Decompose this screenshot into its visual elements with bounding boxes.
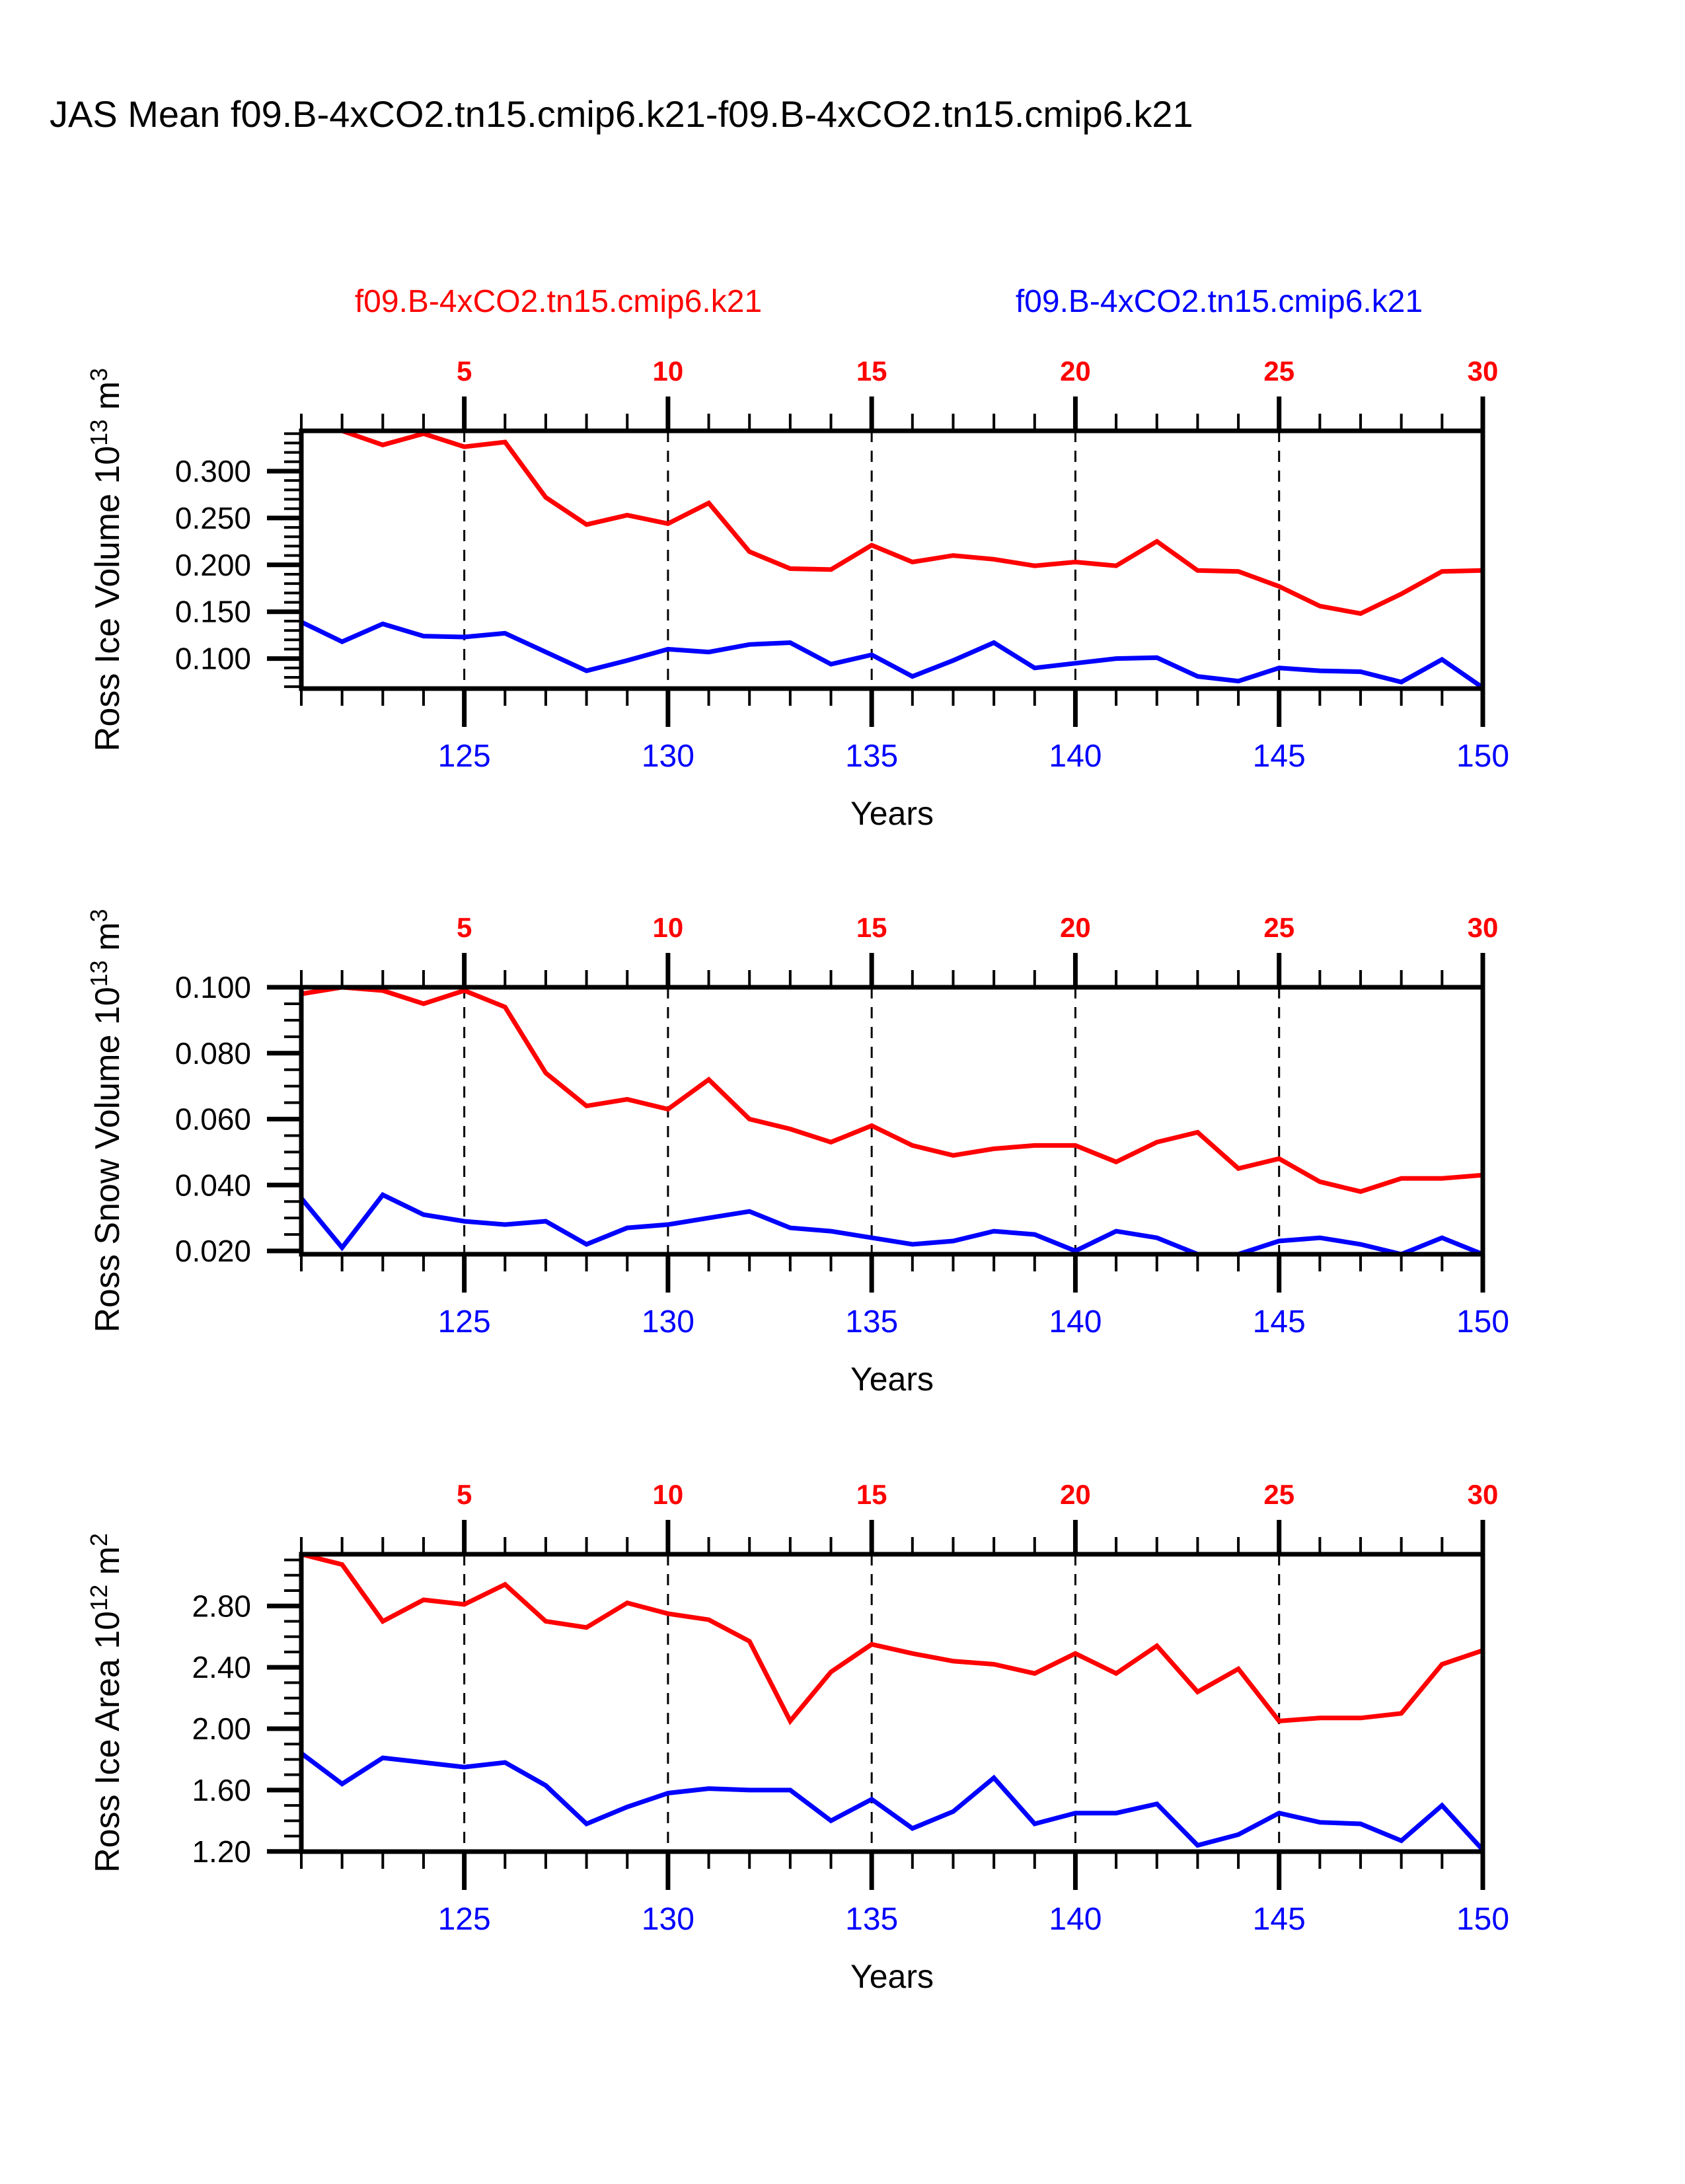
- bottom-axis-label: 125: [438, 1902, 491, 1937]
- chart-ross-ice-area: 2.80 2.40 2.00 1.60 1.20 5 10 15 20 25 30 125 130 135…: [85, 1479, 1509, 1995]
- legend-label-red: f09.B-4xCO2.tn15.cmip6.k21: [355, 284, 762, 319]
- y-tick-label: 2.00: [192, 1712, 251, 1746]
- top-axis-label: 15: [856, 356, 887, 387]
- y-tick-label: 0.020: [175, 1234, 251, 1268]
- top-axis-label: 30: [1468, 1479, 1499, 1510]
- bottom-axis-label: 130: [642, 1902, 694, 1937]
- bottom-axis-label: 125: [438, 1304, 491, 1339]
- bottom-axis-label: 145: [1253, 1304, 1306, 1339]
- y-tick-label: 1.60: [192, 1773, 251, 1807]
- top-axis-label: 10: [653, 356, 684, 387]
- y-tick-label: 0.100: [175, 970, 251, 1004]
- bottom-axis-label: 150: [1456, 1902, 1509, 1937]
- legend-label-blue: f09.B-4xCO2.tn15.cmip6.k21: [1016, 284, 1423, 319]
- plot-frame: [299, 1552, 1485, 1854]
- y-axis-title: Ross Ice Volume 1013 m3: [85, 368, 127, 751]
- y-tick-label: 0.060: [175, 1102, 251, 1137]
- top-axis-label: 10: [653, 912, 684, 943]
- series-line-blue-ross-snow-volume: [301, 1191, 1483, 1256]
- bottom-axis-label: 130: [642, 1304, 694, 1339]
- top-axis-label: 20: [1060, 356, 1091, 387]
- bottom-axis-label: 150: [1456, 1304, 1509, 1339]
- plot-frame: [299, 985, 1485, 1257]
- y-tick-label: 1.20: [192, 1834, 251, 1869]
- y-axis-title: Ross Snow Volume 1013 m3: [85, 909, 127, 1332]
- bottom-axis-label: 130: [642, 739, 694, 774]
- top-axis-label: 25: [1263, 912, 1294, 943]
- top-axis-label: 30: [1468, 356, 1499, 387]
- bottom-axis-label: 125: [438, 739, 491, 774]
- top-axis-label: 30: [1468, 912, 1499, 943]
- bottom-axis-label: 140: [1049, 1304, 1102, 1339]
- top-axis-label: 5: [457, 356, 472, 387]
- y-tick-label: 2.40: [192, 1650, 251, 1684]
- bottom-axis-label: 145: [1253, 739, 1306, 774]
- y-axis-title: Ross Ice Area 1012 m2: [85, 1533, 127, 1873]
- x-axis-title: Years: [850, 1958, 934, 1995]
- page-title: JAS Mean f09.B-4xCO2.tn15.cmip6.k21-f09.…: [50, 93, 1193, 135]
- bottom-axis-label: 140: [1049, 1902, 1102, 1937]
- bottom-axis-label: 135: [845, 1304, 898, 1339]
- x-axis-title: Years: [850, 795, 934, 832]
- bottom-axis-label: 140: [1049, 739, 1102, 774]
- x-axis-title: Years: [850, 1361, 934, 1398]
- top-axis-label: 15: [856, 912, 887, 943]
- y-tick-label: 0.300: [175, 454, 251, 488]
- series-line-red-ross-ice-volume: [301, 430, 1483, 617]
- y-tick-label: 2.80: [192, 1589, 251, 1623]
- top-axis-label: 25: [1263, 1479, 1294, 1510]
- y-tick-label: 0.200: [175, 548, 251, 582]
- series-line-blue-ross-ice-volume: [301, 620, 1483, 690]
- series-line-red-ross-ice-area: [301, 1553, 1483, 1725]
- y-tick-label: 0.040: [175, 1168, 251, 1202]
- top-axis-label: 15: [856, 1479, 887, 1510]
- bottom-axis-label: 145: [1253, 1902, 1306, 1937]
- chart-ross-ice-volume: 0.300 0.250 0.200 0.150 0.100 5 10 15 20 25 30 125 1…: [85, 356, 1509, 832]
- y-tick-label: 0.100: [175, 642, 251, 676]
- top-axis-label: 20: [1060, 1479, 1091, 1510]
- series-line-blue-ross-ice-area: [301, 1751, 1483, 1852]
- plot-frame: [299, 428, 1485, 691]
- bottom-axis-label: 150: [1456, 739, 1509, 774]
- bottom-axis-label: 135: [845, 1902, 898, 1937]
- y-tick-label: 0.250: [175, 501, 251, 535]
- y-tick-label: 0.080: [175, 1036, 251, 1071]
- top-axis-label: 20: [1060, 912, 1091, 943]
- charts-group: 0.300 0.250 0.200 0.150 0.100 5 10 15 20 25 30 125 1…: [85, 356, 1509, 1995]
- top-axis-label: 10: [653, 1479, 684, 1510]
- series-line-red-ross-snow-volume: [301, 986, 1483, 1194]
- bottom-axis-label: 135: [845, 739, 898, 774]
- top-axis-label: 5: [457, 912, 472, 943]
- top-axis-label: 25: [1263, 356, 1294, 387]
- y-tick-label: 0.150: [175, 595, 251, 629]
- chart-ross-snow-volume: 0.100 0.080 0.060 0.040 0.020 5 10 15 20 25 30 125 1…: [85, 909, 1509, 1398]
- top-axis-label: 5: [457, 1479, 472, 1510]
